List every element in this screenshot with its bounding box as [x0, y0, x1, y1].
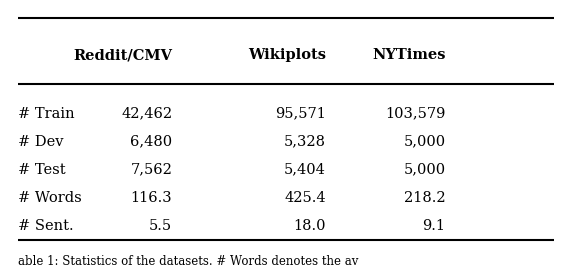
- Text: # Sent.: # Sent.: [18, 219, 74, 233]
- Text: 5.5: 5.5: [149, 219, 172, 233]
- Text: 95,571: 95,571: [275, 107, 326, 121]
- Text: Wikiplots: Wikiplots: [248, 48, 326, 62]
- Text: 6,480: 6,480: [130, 135, 172, 149]
- Text: # Test: # Test: [18, 163, 66, 177]
- Text: NYTimes: NYTimes: [372, 48, 446, 62]
- Text: # Dev: # Dev: [18, 135, 64, 149]
- Text: 5,404: 5,404: [284, 163, 326, 177]
- Text: 116.3: 116.3: [130, 191, 172, 205]
- Text: # Words: # Words: [18, 191, 82, 205]
- Text: 5,000: 5,000: [403, 135, 446, 149]
- Text: 5,328: 5,328: [284, 135, 326, 149]
- Text: 7,562: 7,562: [130, 163, 172, 177]
- Text: 425.4: 425.4: [284, 191, 326, 205]
- Text: able 1: Statistics of the datasets. # Words denotes the av: able 1: Statistics of the datasets. # Wo…: [18, 255, 359, 268]
- Text: 103,579: 103,579: [385, 107, 446, 121]
- Text: # Train: # Train: [18, 107, 75, 121]
- Text: 9.1: 9.1: [422, 219, 446, 233]
- Text: 218.2: 218.2: [404, 191, 446, 205]
- Text: 5,000: 5,000: [403, 163, 446, 177]
- Text: 18.0: 18.0: [293, 219, 326, 233]
- Text: Reddit/CMV: Reddit/CMV: [73, 48, 172, 62]
- Text: 42,462: 42,462: [121, 107, 172, 121]
